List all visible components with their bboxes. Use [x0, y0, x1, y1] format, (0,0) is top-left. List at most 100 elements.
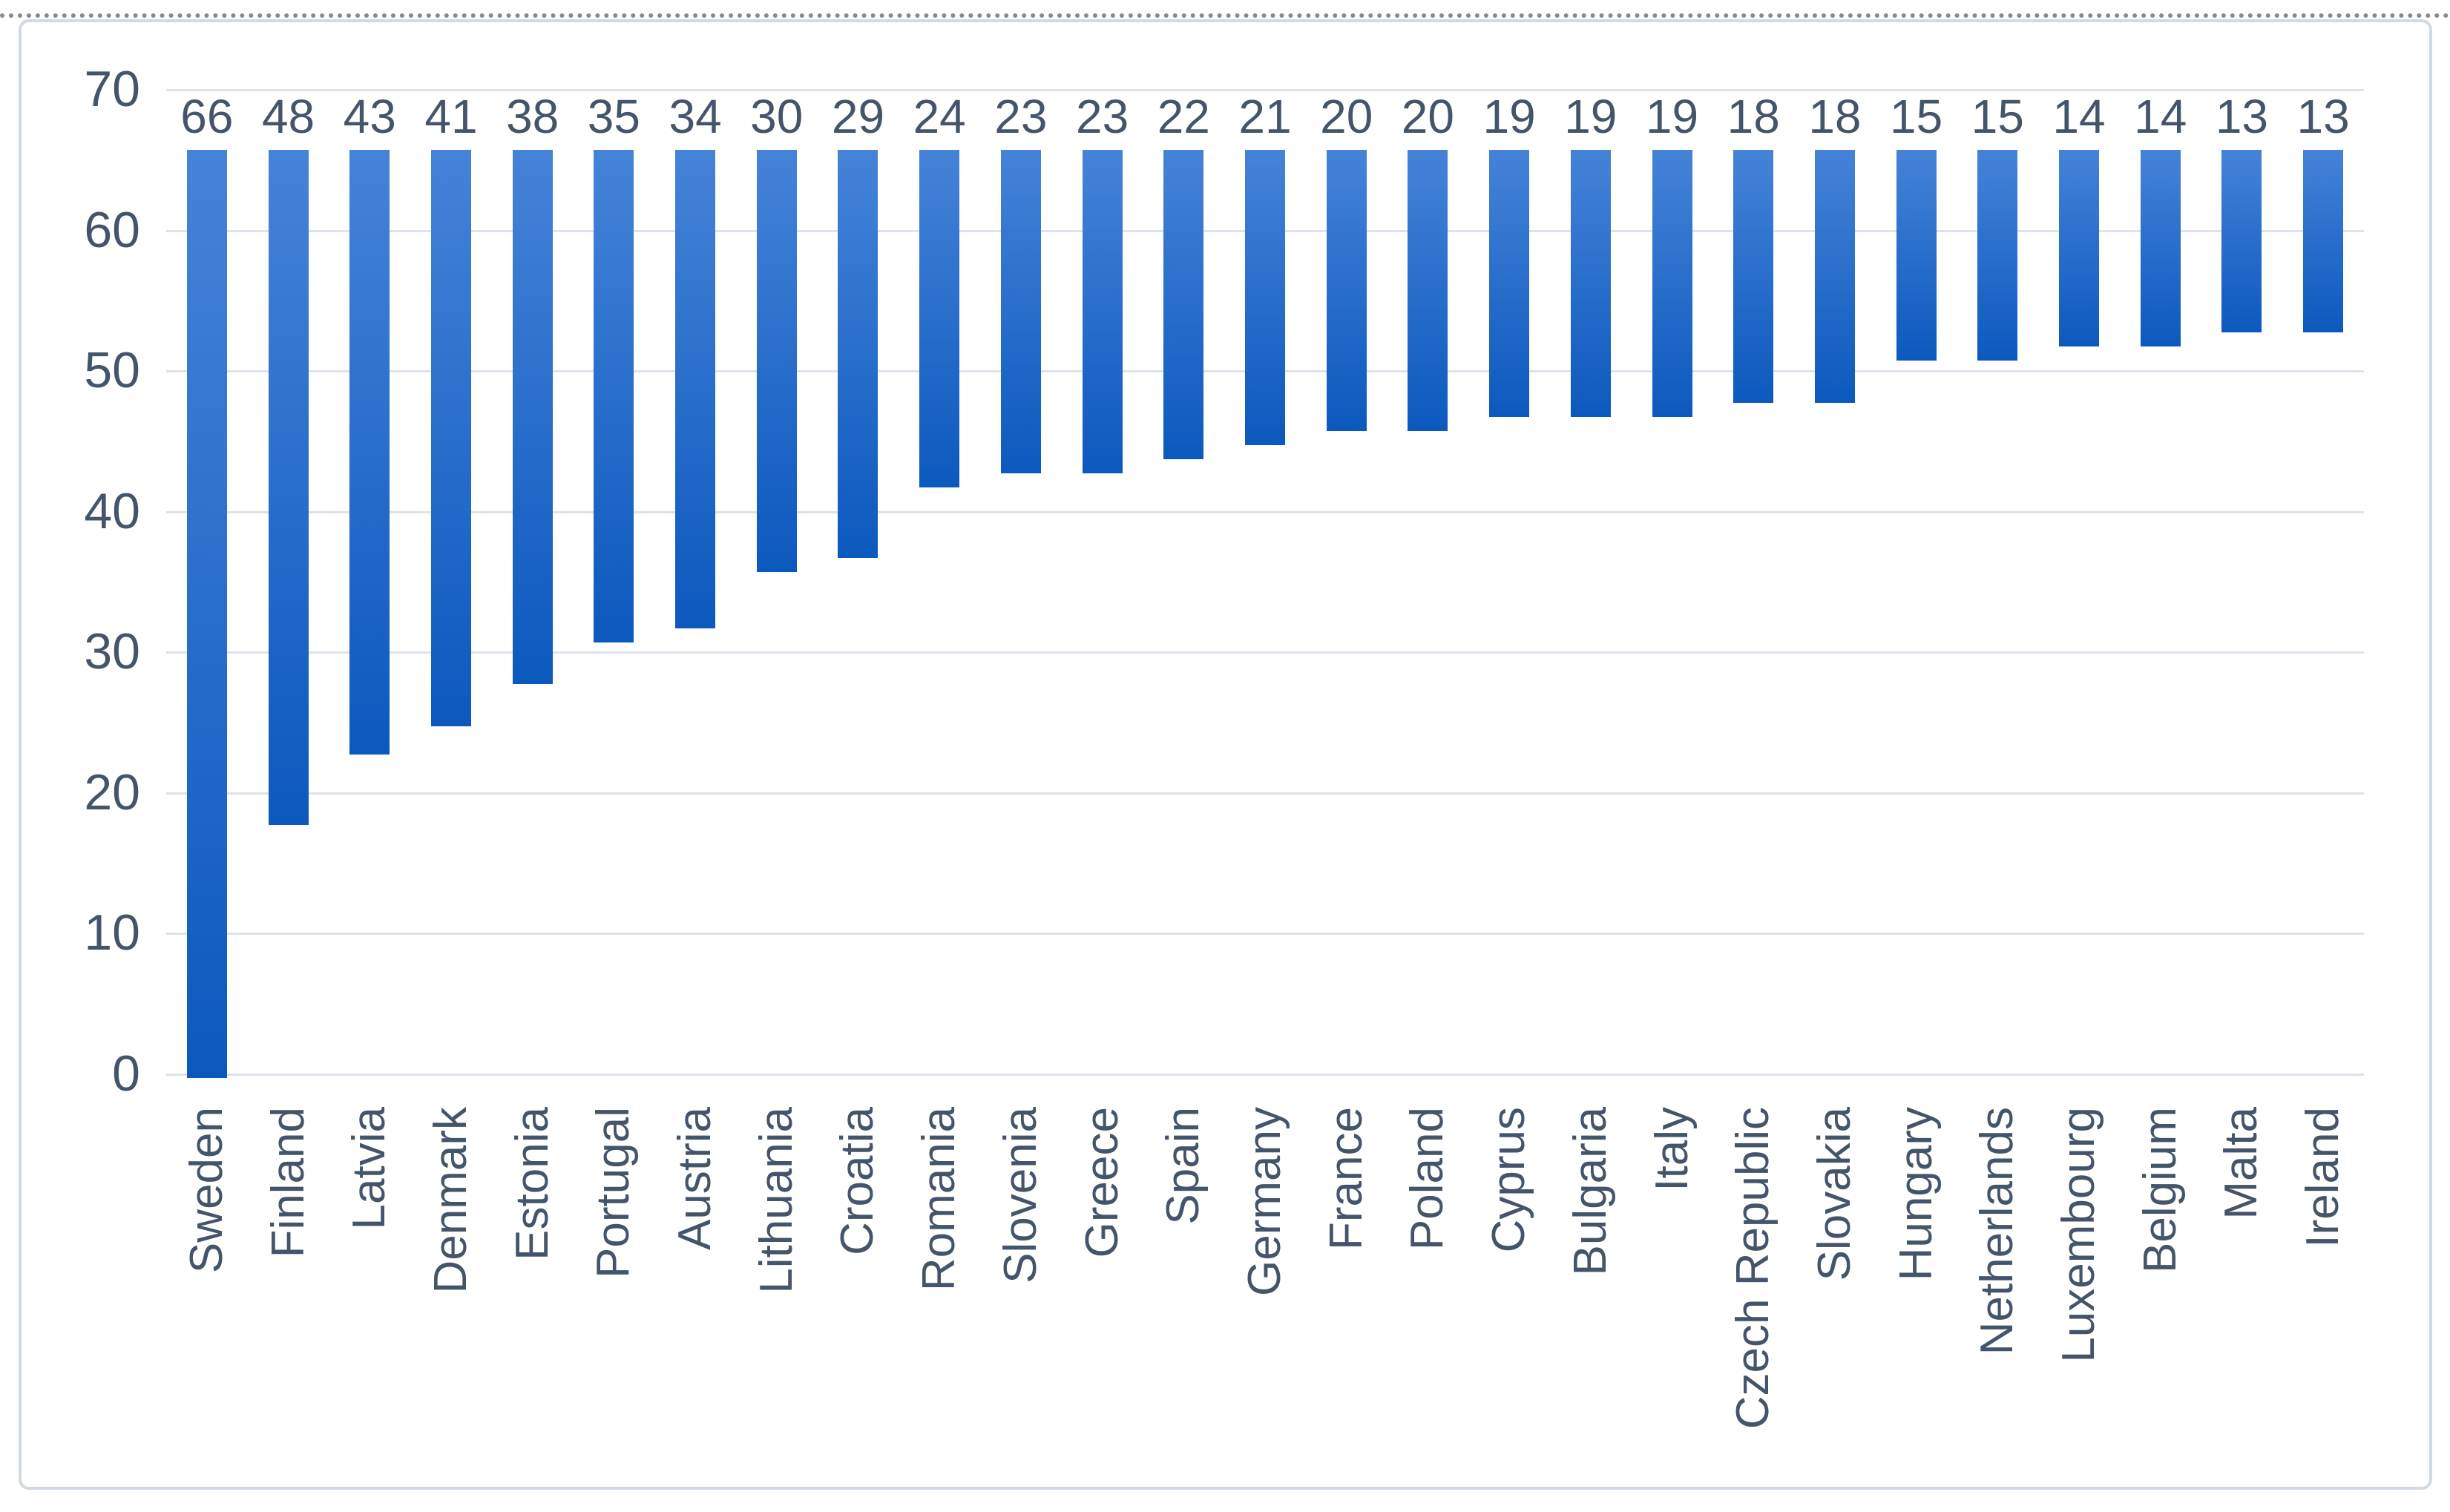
- category-cell: Malta: [2201, 1074, 2283, 1493]
- category-label: Estonia: [506, 1107, 558, 1260]
- bar-area: 24: [899, 89, 980, 487]
- value-label: 19: [1645, 90, 1699, 143]
- bar-column: 23: [980, 89, 1062, 1074]
- category-label: Finland: [262, 1107, 314, 1258]
- bar-area: 34: [654, 89, 736, 628]
- gridline: [166, 651, 2364, 654]
- chart-frame: 0 10 20 30 40 50 60 70 66 48 43 41 38 35 34 30 29 24 23 23…: [19, 19, 2432, 1490]
- category-cell: Spain: [1143, 1074, 1224, 1493]
- bar-area: 15: [1876, 89, 1957, 361]
- bar-column: 24: [899, 89, 980, 1074]
- bar: [1977, 150, 2018, 361]
- value-label: 29: [831, 90, 885, 143]
- value-label: 23: [994, 90, 1048, 143]
- bar-column: 19: [1550, 89, 1632, 1074]
- category-label: Austria: [669, 1107, 721, 1250]
- category-cell: Sweden: [166, 1074, 248, 1493]
- category-cell: Latvia: [329, 1074, 410, 1493]
- category-cell: Ireland: [2282, 1074, 2364, 1493]
- category-label: Denmark: [424, 1107, 476, 1294]
- page-dotted-separator: [0, 13, 2450, 18]
- bar-column: 18: [1712, 89, 1794, 1074]
- category-label: Malta: [2216, 1107, 2267, 1220]
- bar: [838, 150, 878, 558]
- bar: [1244, 150, 1285, 445]
- category-cell: France: [1306, 1074, 1387, 1493]
- bar-area: 15: [1957, 89, 2038, 361]
- category-label: Luxembourg: [2053, 1107, 2105, 1363]
- category-cell: Finland: [248, 1074, 329, 1493]
- category-label: Hungary: [1890, 1107, 1942, 1281]
- category-cell: Poland: [1387, 1074, 1469, 1493]
- category-label: Netherlands: [1971, 1107, 2023, 1355]
- category-label: Germany: [1238, 1107, 1290, 1296]
- category-cell: Lithuania: [736, 1074, 818, 1493]
- bar-column: 19: [1468, 89, 1550, 1074]
- category-label: Poland: [1402, 1107, 1454, 1251]
- value-label: 15: [1971, 90, 2024, 143]
- bar-column: 15: [1876, 89, 1957, 1074]
- bar-column: 15: [1957, 89, 2038, 1074]
- bar-column: 38: [492, 89, 574, 1074]
- category-cell: Germany: [1224, 1074, 1306, 1493]
- category-cell: Czech Republic: [1712, 1074, 1794, 1493]
- y-axis-tick-label: 60: [84, 202, 140, 258]
- category-label: Romania: [913, 1107, 965, 1292]
- bar-column: 14: [2120, 89, 2201, 1074]
- value-label: 34: [669, 90, 722, 143]
- gridline: [166, 89, 2364, 91]
- bar-area: 23: [1062, 89, 1143, 473]
- bar: [430, 150, 471, 726]
- bar-column: 30: [736, 89, 818, 1074]
- category-cell: Slovenia: [980, 1074, 1062, 1493]
- bar-area: 19: [1550, 89, 1632, 417]
- category-cell: Netherlands: [1957, 1074, 2038, 1493]
- bar-column: 34: [654, 89, 736, 1074]
- bar: [2303, 150, 2344, 332]
- value-label: 66: [180, 90, 234, 143]
- bar: [594, 150, 634, 642]
- y-axis-layer: 0 10 20 30 40 50 60 70: [22, 22, 2429, 1487]
- bar-column: 23: [1062, 89, 1143, 1074]
- y-axis-tick-label: 20: [84, 764, 140, 821]
- value-label: 38: [506, 90, 559, 143]
- bar-area: 38: [492, 89, 574, 684]
- category-label: Slovenia: [994, 1107, 1046, 1283]
- gridline: [166, 933, 2364, 935]
- bar-area: 22: [1143, 89, 1224, 459]
- bar: [1082, 150, 1123, 473]
- value-label: 19: [1482, 90, 1536, 143]
- bar-column: 13: [2201, 89, 2283, 1074]
- category-cell: Greece: [1062, 1074, 1143, 1493]
- bar-area: 23: [980, 89, 1062, 473]
- value-label: 20: [1320, 90, 1373, 143]
- bar-area: 66: [166, 89, 248, 1078]
- value-label: 18: [1808, 90, 1862, 143]
- bar-area: 19: [1468, 89, 1550, 417]
- bar: [1814, 150, 1855, 403]
- category-label: Latvia: [344, 1107, 395, 1230]
- category-label: Croatia: [832, 1107, 884, 1255]
- category-cell: Italy: [1632, 1074, 1713, 1493]
- gridline: [166, 792, 2364, 795]
- bar: [1000, 150, 1041, 473]
- bar-area: 41: [410, 89, 492, 726]
- value-label: 43: [343, 90, 396, 143]
- y-axis-tick-label: 70: [84, 61, 140, 117]
- category-label: Bulgaria: [1564, 1107, 1616, 1276]
- value-label: 13: [2296, 90, 2350, 143]
- value-label: 22: [1157, 90, 1210, 143]
- bar-area: 19: [1632, 89, 1713, 417]
- bar-column: 21: [1224, 89, 1306, 1074]
- category-cell: Romania: [899, 1074, 980, 1493]
- bar: [2221, 150, 2262, 332]
- value-label: 30: [750, 90, 804, 143]
- bar-column: 14: [2038, 89, 2120, 1074]
- bar: [1896, 150, 1937, 361]
- bar-area: 13: [2282, 89, 2364, 332]
- category-label: Greece: [1076, 1107, 1128, 1258]
- bar-column: 20: [1387, 89, 1469, 1074]
- category-cell: Luxembourg: [2038, 1074, 2120, 1493]
- value-label: 15: [1890, 90, 1943, 143]
- bar: [1326, 150, 1367, 431]
